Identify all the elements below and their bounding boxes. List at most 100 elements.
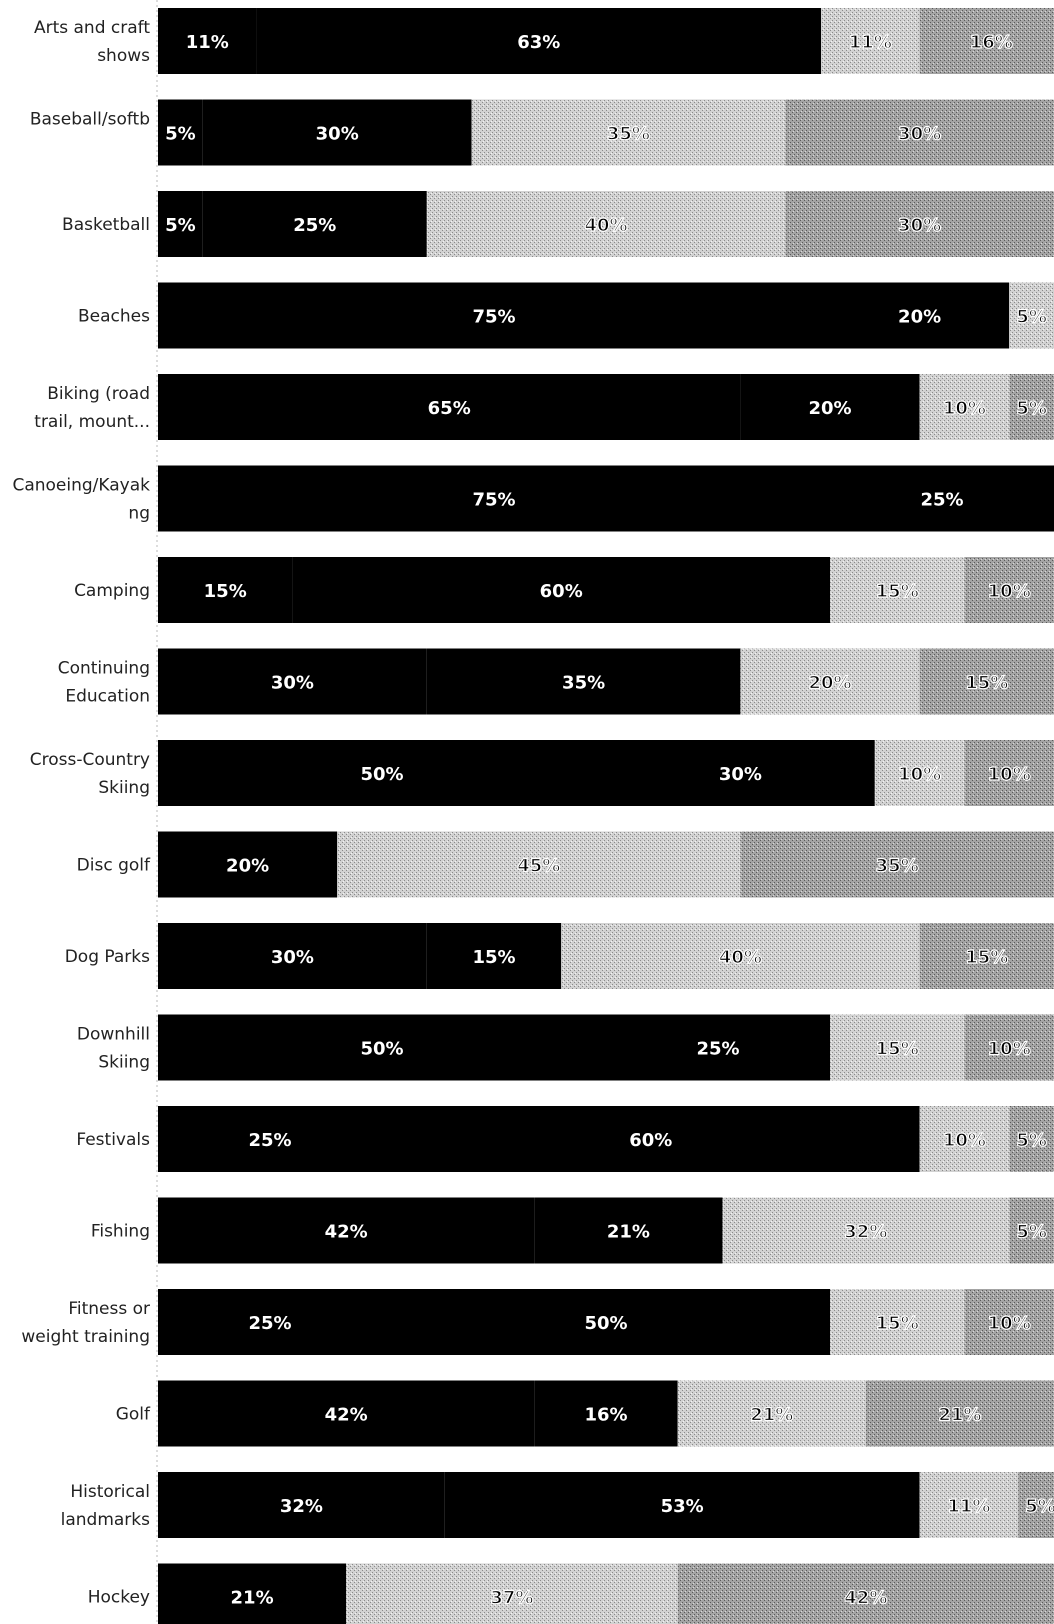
data-label: 25%	[248, 1313, 291, 1334]
category-label: weight training	[21, 1327, 150, 1347]
data-label: 21%	[750, 1405, 793, 1426]
bar-segment	[471, 99, 786, 166]
data-label: 15%	[204, 581, 247, 602]
category-label: Fitness or	[68, 1299, 150, 1319]
bar-segment	[292, 557, 830, 623]
bar-segment	[158, 831, 338, 898]
bar-segment	[1009, 1106, 1054, 1172]
bar-segment	[830, 1014, 965, 1081]
data-label: 11%	[186, 32, 229, 53]
bar-segment	[865, 1380, 1054, 1447]
category-label: Education	[65, 687, 150, 707]
category-label: Historical	[70, 1482, 150, 1502]
bar-segment	[158, 1472, 445, 1538]
bar-segment	[158, 1380, 535, 1447]
category-label: Skiing	[98, 1053, 150, 1073]
category-label: Beaches	[78, 307, 150, 327]
data-label: 37%	[490, 1588, 533, 1609]
bar-segment	[830, 282, 1010, 349]
bar-segment	[874, 740, 965, 806]
bar-segment	[158, 374, 741, 440]
category-label: Dog Parks	[65, 947, 150, 967]
data-label: 10%	[988, 1039, 1031, 1060]
data-label: 75%	[472, 490, 515, 511]
bar-segment	[964, 1289, 1054, 1355]
bar-segment	[785, 99, 1054, 166]
data-label: 5%	[1016, 1222, 1047, 1243]
data-label: 30%	[898, 215, 941, 236]
category-label: landmarks	[61, 1510, 151, 1530]
bar-segment	[202, 191, 427, 257]
data-label: 16%	[970, 32, 1013, 53]
data-label: 40%	[584, 215, 627, 236]
bar-segment	[256, 8, 822, 74]
category-label: Continuing	[58, 659, 150, 679]
category-label: Cross-Country	[30, 750, 150, 770]
data-label: 16%	[584, 1405, 627, 1426]
data-label: 15%	[965, 673, 1008, 694]
data-label: 35%	[607, 124, 650, 145]
category-label: Camping	[74, 581, 150, 601]
data-label: 21%	[607, 1222, 650, 1243]
bar-segment	[382, 1289, 830, 1355]
bar-segment	[158, 191, 203, 257]
bar-segment	[740, 648, 920, 715]
category-label: trail, mount...	[34, 412, 150, 432]
data-label: 42%	[844, 1588, 887, 1609]
data-label: 65%	[428, 398, 471, 419]
data-label: 5%	[1025, 1496, 1054, 1517]
data-label: 35%	[876, 856, 919, 877]
bar-segment	[337, 831, 741, 898]
data-label: 21%	[938, 1405, 981, 1426]
data-label: 35%	[562, 673, 605, 694]
bar-segment	[740, 374, 920, 440]
data-label: 15%	[472, 947, 515, 968]
data-label: 60%	[629, 1130, 672, 1151]
bar-segment	[202, 99, 472, 166]
data-label: 42%	[325, 1405, 368, 1426]
data-label: 21%	[231, 1588, 274, 1609]
bar-segment	[964, 1014, 1054, 1081]
data-label: 5%	[1016, 307, 1047, 328]
bar-segment	[964, 557, 1054, 623]
data-label: 5%	[165, 215, 196, 236]
category-label: ng	[128, 504, 150, 524]
data-label: 30%	[316, 124, 359, 145]
data-label: 50%	[360, 764, 403, 785]
bar-segment	[1009, 282, 1054, 349]
data-label: 30%	[271, 947, 314, 968]
bar-segment	[606, 740, 875, 806]
category-label: Downhill	[77, 1025, 150, 1045]
bar-segment	[158, 282, 830, 349]
data-label: 5%	[1016, 1130, 1047, 1151]
data-label: 20%	[226, 856, 269, 877]
data-label: 25%	[696, 1039, 739, 1060]
bar-segment	[1009, 1197, 1054, 1264]
data-label: 25%	[293, 215, 336, 236]
data-label: 15%	[876, 1313, 919, 1334]
bar-segment	[740, 831, 1054, 898]
data-label: 42%	[325, 1222, 368, 1243]
data-label: 15%	[876, 581, 919, 602]
data-label: 32%	[280, 1496, 323, 1517]
bar-segment	[1018, 1472, 1054, 1538]
data-label: 20%	[808, 398, 851, 419]
bar-segment	[677, 1563, 1054, 1624]
data-label: 11%	[849, 32, 892, 53]
data-label: 53%	[661, 1496, 704, 1517]
data-label: 30%	[719, 764, 762, 785]
bar-segment	[158, 557, 293, 623]
data-label: 10%	[988, 581, 1031, 602]
bar-segment	[382, 1106, 920, 1172]
data-label: 10%	[943, 398, 986, 419]
bar-segment	[444, 1472, 920, 1538]
data-label: 5%	[1016, 398, 1047, 419]
bar-segment	[919, 923, 1054, 989]
data-label: 15%	[876, 1039, 919, 1060]
data-label: 5%	[165, 124, 196, 145]
bar-segment	[919, 374, 1010, 440]
data-label: 30%	[271, 673, 314, 694]
data-label: 20%	[898, 307, 941, 328]
data-label: 50%	[584, 1313, 627, 1334]
